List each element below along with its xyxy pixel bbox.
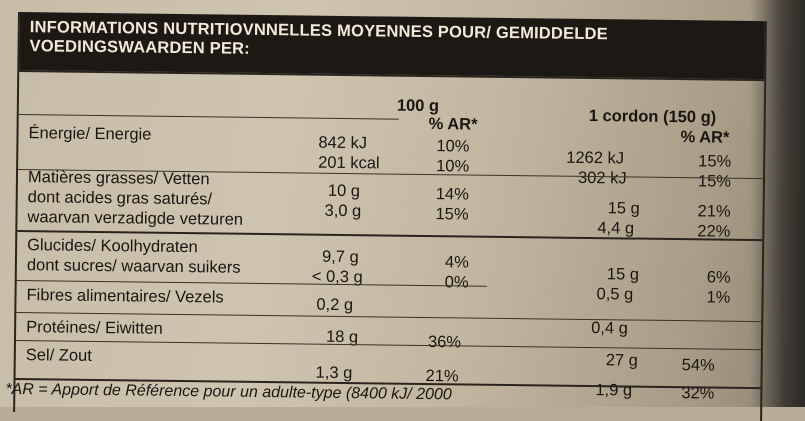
col-header-100g: 100 g: [396, 96, 440, 116]
fat-100: 10 g: [327, 181, 361, 201]
energie-kj-portion: 1262 kJ: [566, 148, 625, 168]
sugar-portion: 0,5 g: [596, 285, 634, 304]
label-acides-gras: dont acides gras saturés/: [27, 188, 213, 209]
label-glucides: Glucides/ Koolhydraten: [27, 236, 198, 257]
fat-portion: 15 g: [607, 199, 640, 218]
nutrition-header: INFORMATIONS NUTRITIOVNNELLES MOYENNES P…: [19, 12, 765, 80]
fat-ar-100: 14%: [435, 185, 469, 204]
energie-kcal-100: 201 kcal: [318, 153, 380, 173]
label-sucres: dont sucres/ waarvan suikers: [26, 256, 241, 277]
fat-ar-portion: 21%: [697, 202, 731, 221]
rule-colhead: [18, 114, 399, 120]
sat-100: 3,0 g: [324, 201, 362, 221]
sugar-ar-portion: 1%: [706, 288, 731, 307]
carb-ar-portion: 6%: [706, 268, 731, 287]
col-header-ar-100g: % AR*: [428, 115, 478, 134]
energie-ar-portion-a: 15%: [698, 152, 732, 171]
fibre-100: 0,2 g: [316, 295, 354, 315]
carb-portion: 15 g: [606, 265, 640, 284]
energie-kcal-portion: 302 kJ: [577, 168, 627, 188]
salt-100: 1,3 g: [315, 363, 353, 383]
sat-ar-100: 15%: [435, 205, 469, 224]
sugar-ar-100: 0%: [444, 273, 469, 292]
label-matieres-grasses: Matières grasses/ Vetten: [27, 168, 210, 189]
carb-ar-100: 4%: [444, 253, 469, 272]
protein-portion-2: 27 g: [605, 351, 639, 370]
protein-portion: 0,4 g: [591, 319, 628, 338]
label-proteines: Protéines/ Eiwitten: [26, 318, 163, 338]
rule-after-carbs: [16, 280, 487, 287]
col-header-ar-portion: % AR*: [680, 128, 730, 147]
nutrition-label-panel: INFORMATIONS NUTRITIOVNNELLES MOYENNES P…: [5, 12, 767, 421]
col-header-portion: 1 cordon (150 g): [588, 106, 717, 127]
label-fibres: Fibres alimentaires/ Vezels: [26, 286, 224, 307]
rule-after-protein: [15, 339, 761, 351]
salt-portion: 1,9 g: [595, 381, 633, 400]
carb-100: 9,7 g: [321, 247, 359, 267]
label-sel: Sel/ Zout: [25, 346, 92, 365]
energie-kj-100: 842 kJ: [318, 133, 368, 153]
label-energie: Énergie/ Energie: [28, 124, 152, 144]
sat-portion: 4,4 g: [597, 219, 635, 238]
protein-ar-100: 36%: [427, 333, 462, 352]
label-verzadigde: waarvan verzadigde vetzuren: [27, 208, 244, 229]
footnote: *AR = Apport de Référence pour un adulte…: [5, 380, 452, 404]
energie-ar-100-a: 10%: [436, 137, 470, 156]
energie-ar-portion-b: 15%: [697, 172, 732, 191]
protein-ar-portion: 54%: [681, 356, 715, 375]
